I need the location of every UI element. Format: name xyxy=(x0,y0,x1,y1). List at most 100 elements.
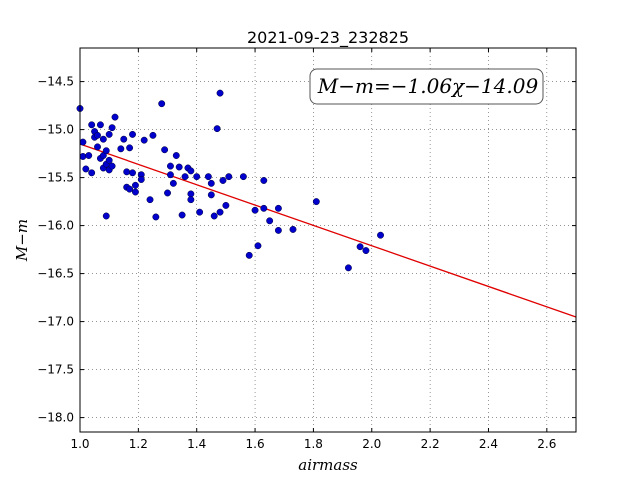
data-point xyxy=(105,156,113,164)
data-point xyxy=(108,162,116,170)
data-point xyxy=(254,242,262,250)
x-tick-label: 1.8 xyxy=(304,437,323,451)
data-point xyxy=(210,212,218,220)
data-point xyxy=(166,162,174,170)
data-point xyxy=(117,145,125,153)
y-tick-label: −16.5 xyxy=(37,267,74,281)
data-point xyxy=(239,173,247,181)
x-tick-label: 1.0 xyxy=(70,437,89,451)
data-point xyxy=(187,190,195,198)
data-point xyxy=(207,179,215,187)
y-tick-label: −18.0 xyxy=(37,411,74,425)
axis-ticks xyxy=(79,48,576,432)
data-point xyxy=(146,196,154,204)
data-point xyxy=(108,124,116,132)
data-point xyxy=(164,189,171,197)
data-point xyxy=(102,147,110,155)
data-point xyxy=(88,169,96,177)
data-point xyxy=(362,247,370,255)
data-point xyxy=(274,226,282,234)
x-tick-label: 1.4 xyxy=(187,437,206,451)
x-tick-label: 2.6 xyxy=(537,437,556,451)
data-point xyxy=(94,131,101,139)
data-point xyxy=(152,213,160,221)
data-point xyxy=(193,173,201,181)
x-tick-label: 2.2 xyxy=(421,437,440,451)
fit-line xyxy=(79,143,577,318)
data-point xyxy=(245,251,253,259)
data-point xyxy=(169,179,177,187)
data-point xyxy=(126,185,134,193)
y-tick-label: −17.0 xyxy=(37,315,74,329)
data-point xyxy=(123,168,131,176)
data-point xyxy=(196,208,204,216)
fit-annotation-box: M−m=−1.06χ−14.09 xyxy=(309,68,544,105)
data-point xyxy=(266,217,274,225)
data-point xyxy=(377,231,384,239)
data-point xyxy=(260,204,268,212)
data-point xyxy=(131,188,139,196)
data-point xyxy=(216,89,224,97)
data-point xyxy=(129,130,136,138)
data-point xyxy=(120,135,128,143)
data-point xyxy=(356,243,364,251)
data-point xyxy=(131,181,139,189)
data-point xyxy=(172,152,180,159)
data-point xyxy=(96,121,104,129)
data-point xyxy=(102,212,110,220)
data-point xyxy=(222,201,230,209)
grid-lines xyxy=(79,48,576,432)
data-point xyxy=(187,196,195,204)
data-point xyxy=(111,113,119,121)
data-point xyxy=(85,152,93,159)
data-points xyxy=(76,89,384,272)
data-point xyxy=(344,264,352,272)
data-point xyxy=(178,211,186,219)
data-point xyxy=(213,125,221,133)
tick-labels: 1.0 1.2 1.4 1.6 1.8 2.0 2.2 2.4 2.6 −14.5 −15.0 −15… xyxy=(37,75,556,451)
annotation-frame xyxy=(309,68,544,105)
data-point xyxy=(175,163,183,171)
y-tick-label: −15.0 xyxy=(37,123,74,137)
data-point xyxy=(207,191,215,199)
data-point xyxy=(216,208,224,216)
data-point xyxy=(129,169,136,177)
data-point xyxy=(251,206,259,214)
data-point xyxy=(161,146,169,154)
data-point xyxy=(94,143,101,151)
data-point xyxy=(225,173,233,181)
data-point xyxy=(88,121,96,129)
data-point xyxy=(312,198,320,206)
data-point xyxy=(204,173,212,181)
x-tick-label: 1.6 xyxy=(246,437,265,451)
data-point xyxy=(105,130,113,138)
data-point xyxy=(219,177,227,184)
x-tick-label: 2.0 xyxy=(362,437,381,451)
data-point xyxy=(140,136,148,144)
chart-title: 2021-09-23_232825 xyxy=(247,28,409,48)
data-point xyxy=(181,173,189,181)
plot-frame xyxy=(79,47,577,433)
y-axis-label: M−m xyxy=(13,219,31,262)
fit-equation: M−m=−1.06χ−14.09 xyxy=(317,74,539,98)
y-tick-label: −15.5 xyxy=(37,171,74,185)
x-tick-label: 1.2 xyxy=(129,437,148,451)
fit-line-layer xyxy=(79,143,577,318)
data-point xyxy=(99,135,107,143)
data-point xyxy=(126,144,134,152)
data-point xyxy=(149,131,157,139)
data-point xyxy=(82,165,90,173)
data-point xyxy=(274,204,282,212)
data-point xyxy=(79,138,87,146)
data-point xyxy=(166,171,174,179)
data-point xyxy=(260,177,268,184)
y-tick-label: −14.5 xyxy=(37,75,74,89)
data-point xyxy=(137,176,145,183)
data-point xyxy=(79,153,87,160)
data-point xyxy=(158,100,166,108)
y-tick-label: −16.0 xyxy=(37,219,74,233)
data-point xyxy=(187,167,195,175)
x-tick-label: 2.4 xyxy=(479,437,498,451)
data-point xyxy=(289,225,297,233)
